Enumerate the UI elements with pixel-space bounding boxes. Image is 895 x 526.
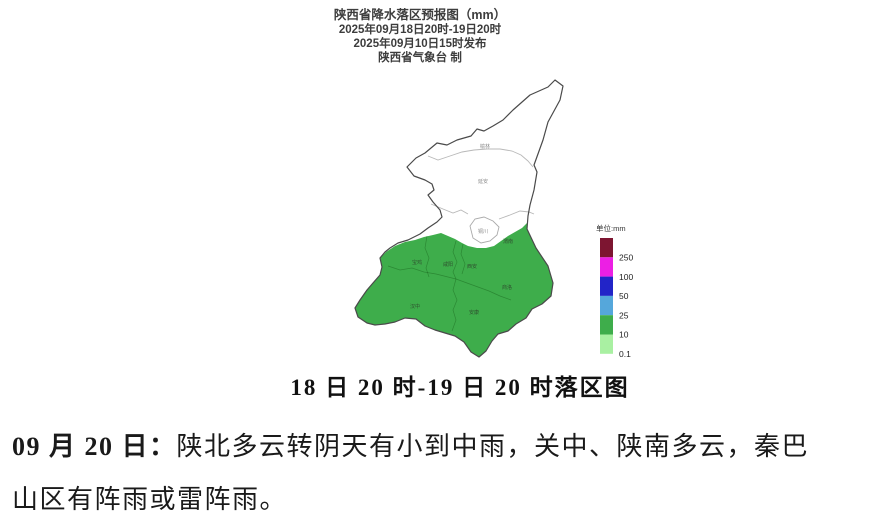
city-label-shangluo: 商洛 [502,284,512,291]
legend-tick-0.1: 0.1 [619,349,631,359]
province-outline [354,79,564,358]
legend-segment-100-250 [600,257,613,277]
city-label-weinan: 渭南 [503,238,513,245]
city-label-xianyang: 咸阳 [443,261,453,268]
issuer: 陕西省气象台 制 [378,52,462,64]
city-label-baoji: 宝鸡 [412,259,422,266]
legend-title: 单位:mm [596,223,626,233]
tongchuan-enclave [469,216,500,244]
map-title: 陕西省降水落区预报图（mm） [333,8,507,22]
city-label-hanzhong: 汉中 [410,303,420,310]
legend-segment-25-50 [600,295,613,316]
legend-segment-0.1-10 [600,334,613,354]
city-label-ankang: 安康 [469,309,479,316]
city-label-yanan: 延安 [478,178,488,185]
forecast-date: 09 月 20 日： [12,432,177,461]
legend-tick-50: 50 [619,291,629,301]
city-labels: 榆林 延安 铜川 渭南 宝鸡 咸阳 西安 商洛 汉中 安康 [410,143,513,316]
legend-tick-10: 10 [619,330,629,340]
forecast-line1: 陕北多云转阴天有小到中雨，关中、陕南多云，秦巴 [176,432,810,461]
rain-area [355,209,553,357]
forecast-line2: 山区有阵雨或雷阵雨。 [12,485,288,514]
province-map: 榆林 延安 铜川 渭南 宝鸡 咸阳 西安 商洛 汉中 安康 单位:mm 250 … [330,68,650,373]
forecast-text: 09 月 20 日：陕北多云转阴天有小到中雨，关中、陕南多云，秦巴山区有阵雨或雷… [12,420,892,526]
city-label-xian: 西安 [467,263,477,270]
district-borders-south [387,235,512,332]
legend-tick-250: 250 [619,253,633,263]
legend-segment-50-100 [600,276,613,296]
map-caption: 18 日 20 时-19 日 20 时落区图 [290,375,630,400]
issue-time: 2025年09月10日15时发布 [353,38,487,50]
legend-segment-250plus [600,238,613,258]
city-label-yulin: 榆林 [480,143,490,150]
map-title-block: 陕西省降水落区预报图（mm） 2025年09月18日20时-19日20时 202… [275,8,565,65]
precip-legend: 单位:mm 250 100 50 25 10 0.1 [596,223,633,359]
valid-period: 2025年09月18日20时-19日20时 [338,24,502,36]
legend-tick-100: 100 [619,272,633,282]
city-label-tongchuan: 铜川 [478,228,488,235]
legend-tick-25: 25 [619,310,629,320]
legend-segment-10-25 [600,315,613,335]
district-borders [427,148,535,220]
